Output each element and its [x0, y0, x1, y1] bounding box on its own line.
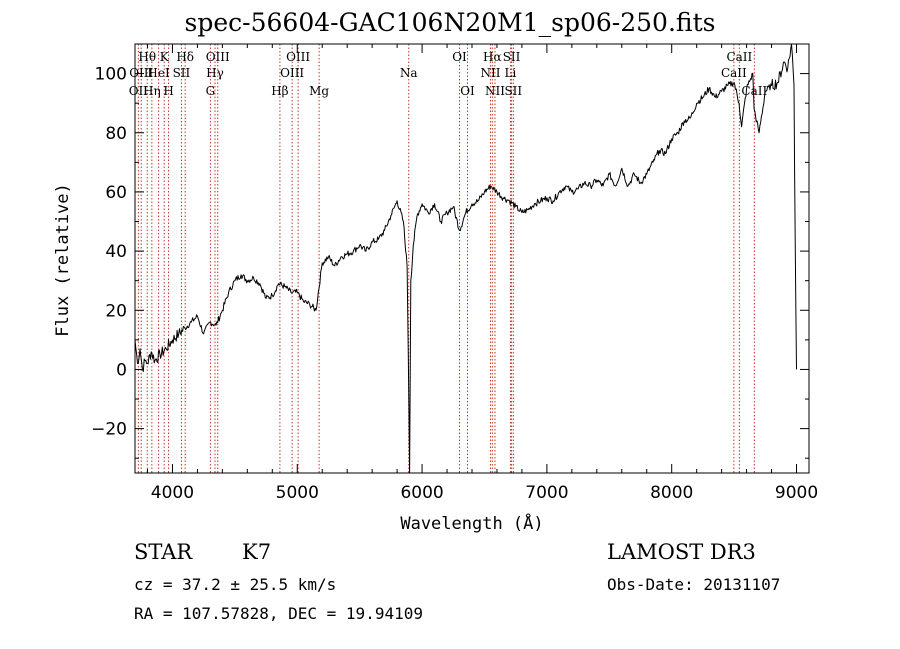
x-axis-label: Wavelength (Å) [400, 512, 543, 534]
y-tick-label: 100 [95, 65, 127, 85]
subclass: K7 [242, 540, 272, 564]
spectrum-series [134, 43, 797, 474]
axis-ticks: 4000 5000 6000 7000 8000 9000 −20 0 20 40 60 80 100 [91, 43, 818, 503]
line-label: G [206, 84, 216, 98]
y-tick-label: 60 [105, 183, 127, 203]
line-label: K [160, 50, 170, 64]
line-label: OI [460, 84, 475, 98]
line-label: OII [129, 84, 149, 98]
y-tick-label: 40 [105, 242, 127, 262]
survey-name: LAMOST DR3 [607, 540, 756, 564]
line-label: OI [452, 50, 467, 64]
line-label: Li [505, 66, 517, 80]
x-tick-label: 6000 [400, 483, 443, 503]
line-label: Hθ [138, 50, 156, 64]
chart-title: spec-56604-GAC106N20M1_sp06-250.fits [184, 8, 716, 37]
y-tick-label: 0 [116, 360, 127, 380]
line-label: CaII [726, 50, 752, 64]
line-label: OIII [280, 66, 304, 80]
object-class: STAR [134, 540, 193, 564]
redshift-value: cz = 37.2 ± 25.5 km/s [134, 575, 337, 594]
line-label: OIII [129, 66, 153, 80]
line-label: Hγ [206, 66, 224, 80]
line-label: Hδ [176, 50, 194, 64]
line-label: Na [400, 66, 418, 80]
line-label: NII [485, 84, 505, 98]
series-line [134, 43, 797, 474]
plot-frame [134, 43, 810, 474]
line-label: OIII [286, 50, 310, 64]
line-label: SII [173, 66, 191, 80]
x-tick-label: 5000 [276, 483, 319, 503]
line-label: H [163, 84, 173, 98]
line-label: SII [504, 84, 522, 98]
line-label: NII [480, 66, 500, 80]
line-label: HeI [147, 66, 170, 80]
line-label: CaII [721, 66, 747, 80]
line-label: Hη [143, 84, 161, 98]
line-label: OIII [206, 50, 230, 64]
line-label: Hβ [271, 84, 288, 98]
line-label: Hα [483, 50, 502, 64]
y-tick-label: 80 [105, 124, 127, 144]
coordinates: RA = 107.57828, DEC = 19.94109 [134, 604, 423, 623]
x-tick-label: 7000 [525, 483, 568, 503]
emission-line-markers [137, 44, 755, 473]
y-tick-label: −20 [91, 420, 127, 440]
y-axis-label: Flux (relative) [53, 183, 73, 337]
line-label: SII [503, 50, 521, 64]
line-label: Mg [309, 84, 329, 98]
line-label: CaII [741, 84, 767, 98]
y-tick-label: 20 [105, 301, 127, 321]
x-tick-label: 4000 [151, 483, 194, 503]
obs-date: Obs-Date: 20131107 [607, 575, 781, 594]
x-tick-label: 8000 [650, 483, 693, 503]
x-tick-label: 9000 [775, 483, 818, 503]
